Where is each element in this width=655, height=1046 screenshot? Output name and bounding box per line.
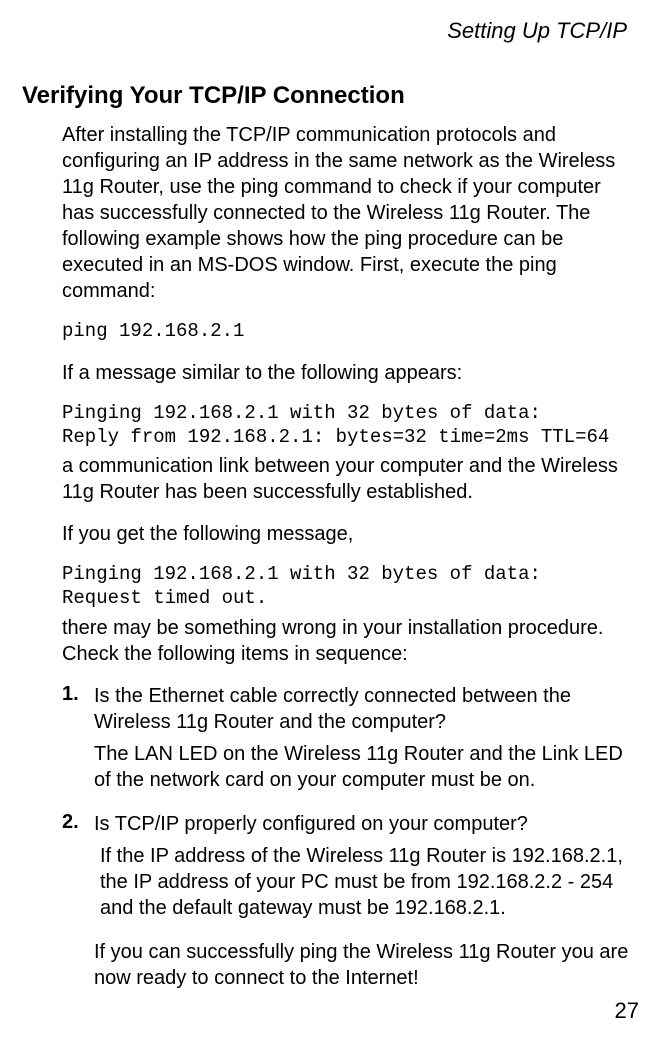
success-explanation: a communication link between your comput… (62, 453, 629, 505)
fail-lead: If you get the following message, (62, 521, 629, 547)
list-question: Is TCP/IP properly configured on your co… (94, 811, 629, 837)
final-paragraph: If you can successfully ping the Wireles… (94, 939, 629, 991)
list-explanation: If the IP address of the Wireless 11g Ro… (100, 843, 629, 921)
list-explanation: The LAN LED on the Wireless 11g Router a… (94, 741, 629, 793)
ping-command: ping 192.168.2.1 (62, 320, 629, 344)
list-body: Is the Ethernet cable correctly connecte… (94, 683, 629, 793)
intro-paragraph: After installing the TCP/IP communicatio… (62, 122, 629, 304)
troubleshoot-item-1: 1. Is the Ethernet cable correctly conne… (62, 683, 629, 793)
list-number: 1. (62, 683, 94, 793)
success-lead: If a message similar to the following ap… (62, 360, 629, 386)
section-heading: Verifying Your TCP/IP Connection (22, 82, 633, 110)
fail-output: Pinging 192.168.2.1 with 32 bytes of dat… (62, 563, 629, 611)
success-output: Pinging 192.168.2.1 with 32 bytes of dat… (62, 402, 629, 450)
page: Setting Up TCP/IP Verifying Your TCP/IP … (0, 0, 655, 1046)
fail-explanation: there may be something wrong in your ins… (62, 615, 629, 667)
body: After installing the TCP/IP communicatio… (62, 122, 629, 991)
troubleshoot-item-2: 2. Is TCP/IP properly configured on your… (62, 811, 629, 921)
running-header: Setting Up TCP/IP (22, 18, 627, 44)
list-question: Is the Ethernet cable correctly connecte… (94, 683, 629, 735)
list-number: 2. (62, 811, 94, 921)
list-body: Is TCP/IP properly configured on your co… (94, 811, 629, 921)
page-number: 27 (615, 998, 639, 1024)
